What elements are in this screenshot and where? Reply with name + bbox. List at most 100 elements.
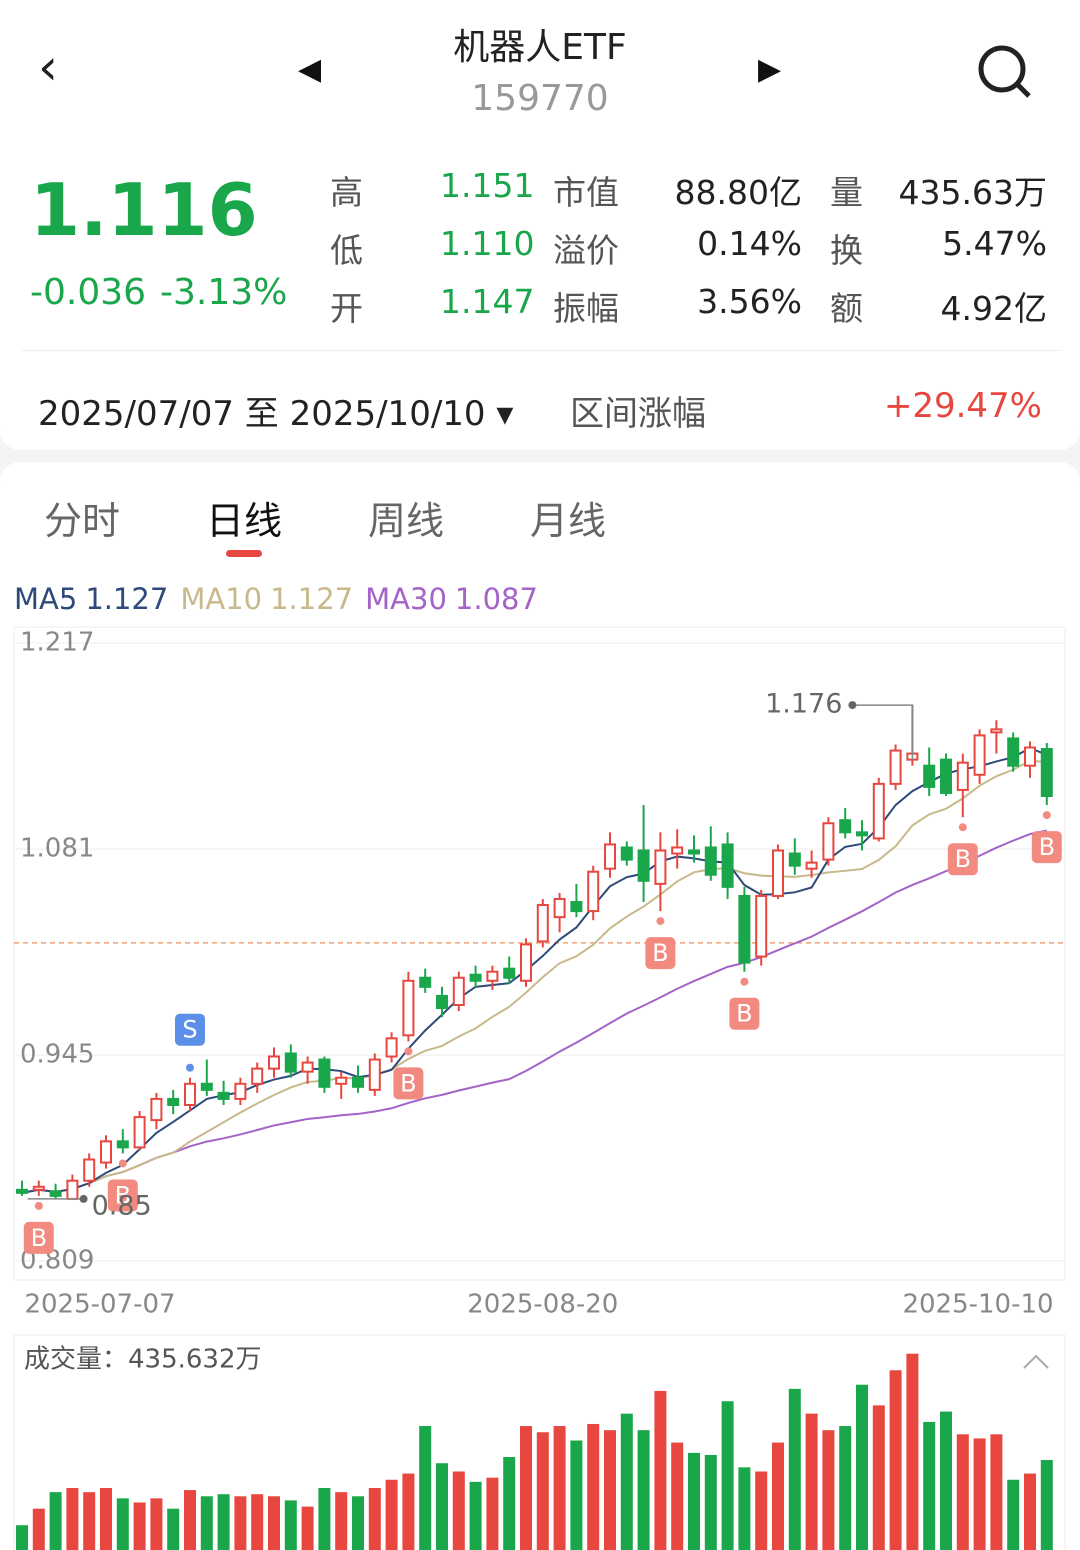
stat: 1.147 [440,282,535,321]
low-dot [79,1194,88,1203]
volume-bar [184,1490,196,1550]
signal-text: B [31,1224,47,1252]
candle-body [452,976,465,1007]
next-button[interactable]: ▶ [758,52,782,87]
signal-dot [118,1159,127,1168]
volume-bar [133,1502,146,1550]
tab[interactable]: 月线 [530,499,607,543]
volume-bar [368,1488,381,1550]
volume-bar [973,1438,986,1550]
signal-dot [958,823,967,832]
volume-bar [1007,1479,1020,1550]
volume-bar [637,1430,650,1550]
volume-bar [436,1463,448,1550]
volume-bar [620,1413,633,1550]
candle-body [990,728,1003,734]
volume-bar [1024,1473,1036,1550]
ma-value: 1.087 [454,582,538,616]
volume-bar [284,1500,297,1550]
signal-badge [393,1067,424,1100]
candle-body [436,994,448,1010]
candle-body [721,843,734,888]
candle-body [116,1140,129,1149]
candle-body [16,1188,28,1194]
prev-button[interactable]: ◀ [298,52,322,87]
search-button[interactable] [975,42,1035,102]
candle-body [704,846,717,876]
signal-badge [947,843,978,876]
date-range[interactable]: 2025/07/07 至 2025/10/10 ▾ [38,394,514,434]
stat: 3.56% [697,282,802,321]
candle-body [133,1116,146,1149]
volume-bar [520,1426,532,1550]
volume-bar [486,1477,499,1550]
tab[interactable]: 周线 [368,499,445,543]
volume-label: 成交量：435.632万 [24,1345,262,1375]
signal-dot [186,1063,194,1072]
candle-body [385,1037,398,1058]
candle-body [805,861,818,870]
candle-body [469,973,482,982]
stat: 435.63万 [898,173,1047,212]
signal-text: B [400,1069,416,1097]
stat: 高 [330,173,363,212]
candle-body [604,843,616,870]
candle-body [520,943,532,982]
x-tick-label: 2025-07-07 [24,1290,175,1320]
stat: 溢价 [553,231,619,270]
volume-bar [469,1481,482,1550]
volume-bar [16,1525,28,1550]
candle-body [352,1076,364,1088]
volume-bar [956,1434,969,1550]
y-tick-label: 1.217 [20,628,94,658]
volume-bar [167,1508,180,1550]
candle-body [284,1052,297,1073]
candle-body [49,1190,62,1197]
candle-body [755,894,768,958]
stat: 5.47% [942,224,1047,263]
back-button[interactable]: ‹ [38,38,58,96]
volume-bar [385,1479,398,1550]
volume-bar [268,1496,280,1550]
volume-bar [301,1506,314,1550]
volume-bar [419,1426,432,1550]
volume-bar [318,1488,331,1550]
volume-bar [940,1411,952,1550]
quote-panel: ‹ ◀ ▶ 机器人ETF 159770 1.116 -0.036 -3.13% … [0,0,1080,450]
volume-bar [906,1353,919,1550]
candle-body [856,831,868,837]
candle-body [772,849,784,897]
candle-body [973,734,986,776]
candle-body [83,1158,96,1182]
stat: 4.92亿 [940,289,1047,328]
y-tick-label: 1.081 [20,834,94,864]
candle-body [788,852,801,867]
ma-line [21,759,1047,1194]
candle-body [32,1185,45,1191]
range-value: +29.47% [883,386,1042,426]
candle-body [318,1058,331,1088]
volume-bar [234,1496,247,1550]
tab[interactable]: 分时 [44,499,121,543]
y-tick-label: 0.945 [20,1040,94,1070]
volume-bar [822,1430,835,1550]
ma-line [21,829,1048,1194]
volume-bar [856,1384,868,1550]
candle-body [251,1067,264,1085]
range-label: 区间涨幅 [570,394,706,434]
signal-dot [740,977,749,986]
volume-bar [654,1390,667,1550]
candle-body [234,1082,247,1100]
high-label: 1.176 [765,689,842,720]
volume-bar [805,1413,818,1550]
candle-body [553,897,566,919]
candle-body [150,1097,163,1122]
stat: 88.80亿 [674,173,802,212]
collapse-icon [1023,1354,1049,1369]
candle-body [872,782,885,840]
ma-name: MA10 [180,582,263,616]
tab[interactable]: 日线 [206,499,283,543]
signal-dot [404,1047,413,1056]
stat: 1.151 [440,166,535,205]
